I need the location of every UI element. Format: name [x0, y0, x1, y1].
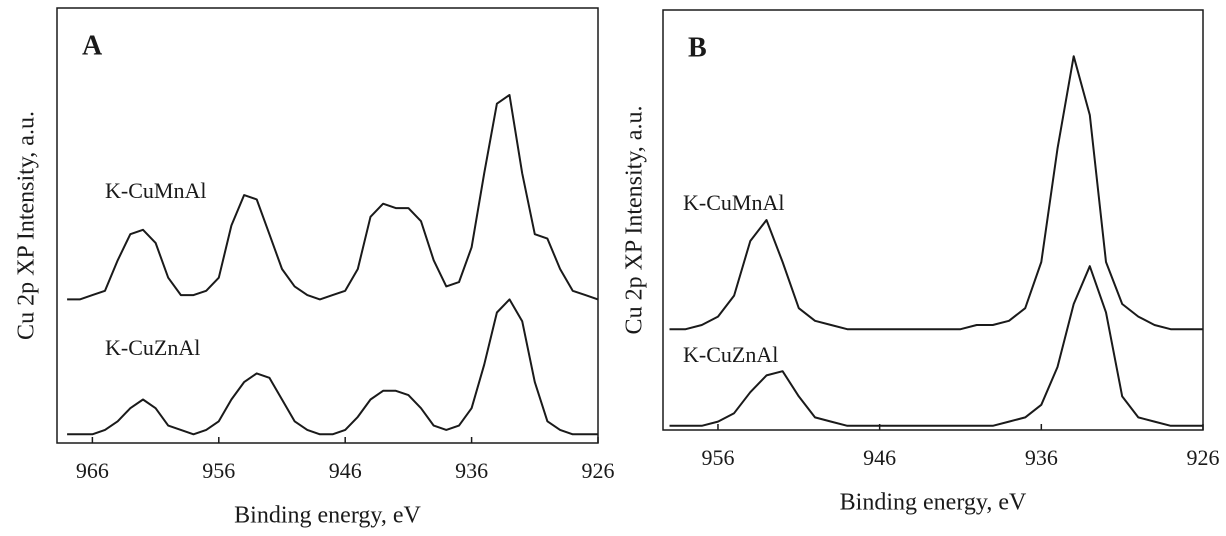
series-label: K-CuMnAl	[105, 178, 206, 203]
x-tick-label: 956	[202, 458, 235, 483]
x-axis-label: Binding energy, eV	[234, 503, 421, 529]
panel-label: B	[688, 32, 707, 63]
x-axis-label: Binding energy, eV	[840, 490, 1027, 516]
panel-label: A	[82, 30, 103, 61]
x-tick-label: 946	[863, 445, 896, 470]
x-tick-label: 966	[76, 458, 109, 483]
spectrum-line	[669, 55, 1203, 331]
x-tick-label: 936	[455, 458, 488, 483]
plot-frame	[56, 7, 599, 444]
spectrum-line	[67, 298, 598, 436]
x-tick-label: 936	[1025, 445, 1058, 470]
plot-frame	[662, 9, 1204, 431]
y-axis-label: Cu 2p XP Intensity, a.u.	[14, 111, 40, 340]
x-tick-label: 926	[1187, 445, 1220, 470]
series-label: K-CuZnAl	[683, 342, 778, 367]
x-tick-label: 946	[329, 458, 362, 483]
y-axis-label: Cu 2p XP Intensity, a.u.	[622, 106, 648, 335]
series-label: K-CuMnAl	[683, 190, 784, 215]
spectrum-line	[67, 94, 599, 301]
spectrum-line	[669, 265, 1203, 427]
x-tick-label: 956	[701, 445, 734, 470]
series-label: K-CuZnAl	[105, 335, 200, 360]
x-tick-label: 926	[582, 458, 615, 483]
